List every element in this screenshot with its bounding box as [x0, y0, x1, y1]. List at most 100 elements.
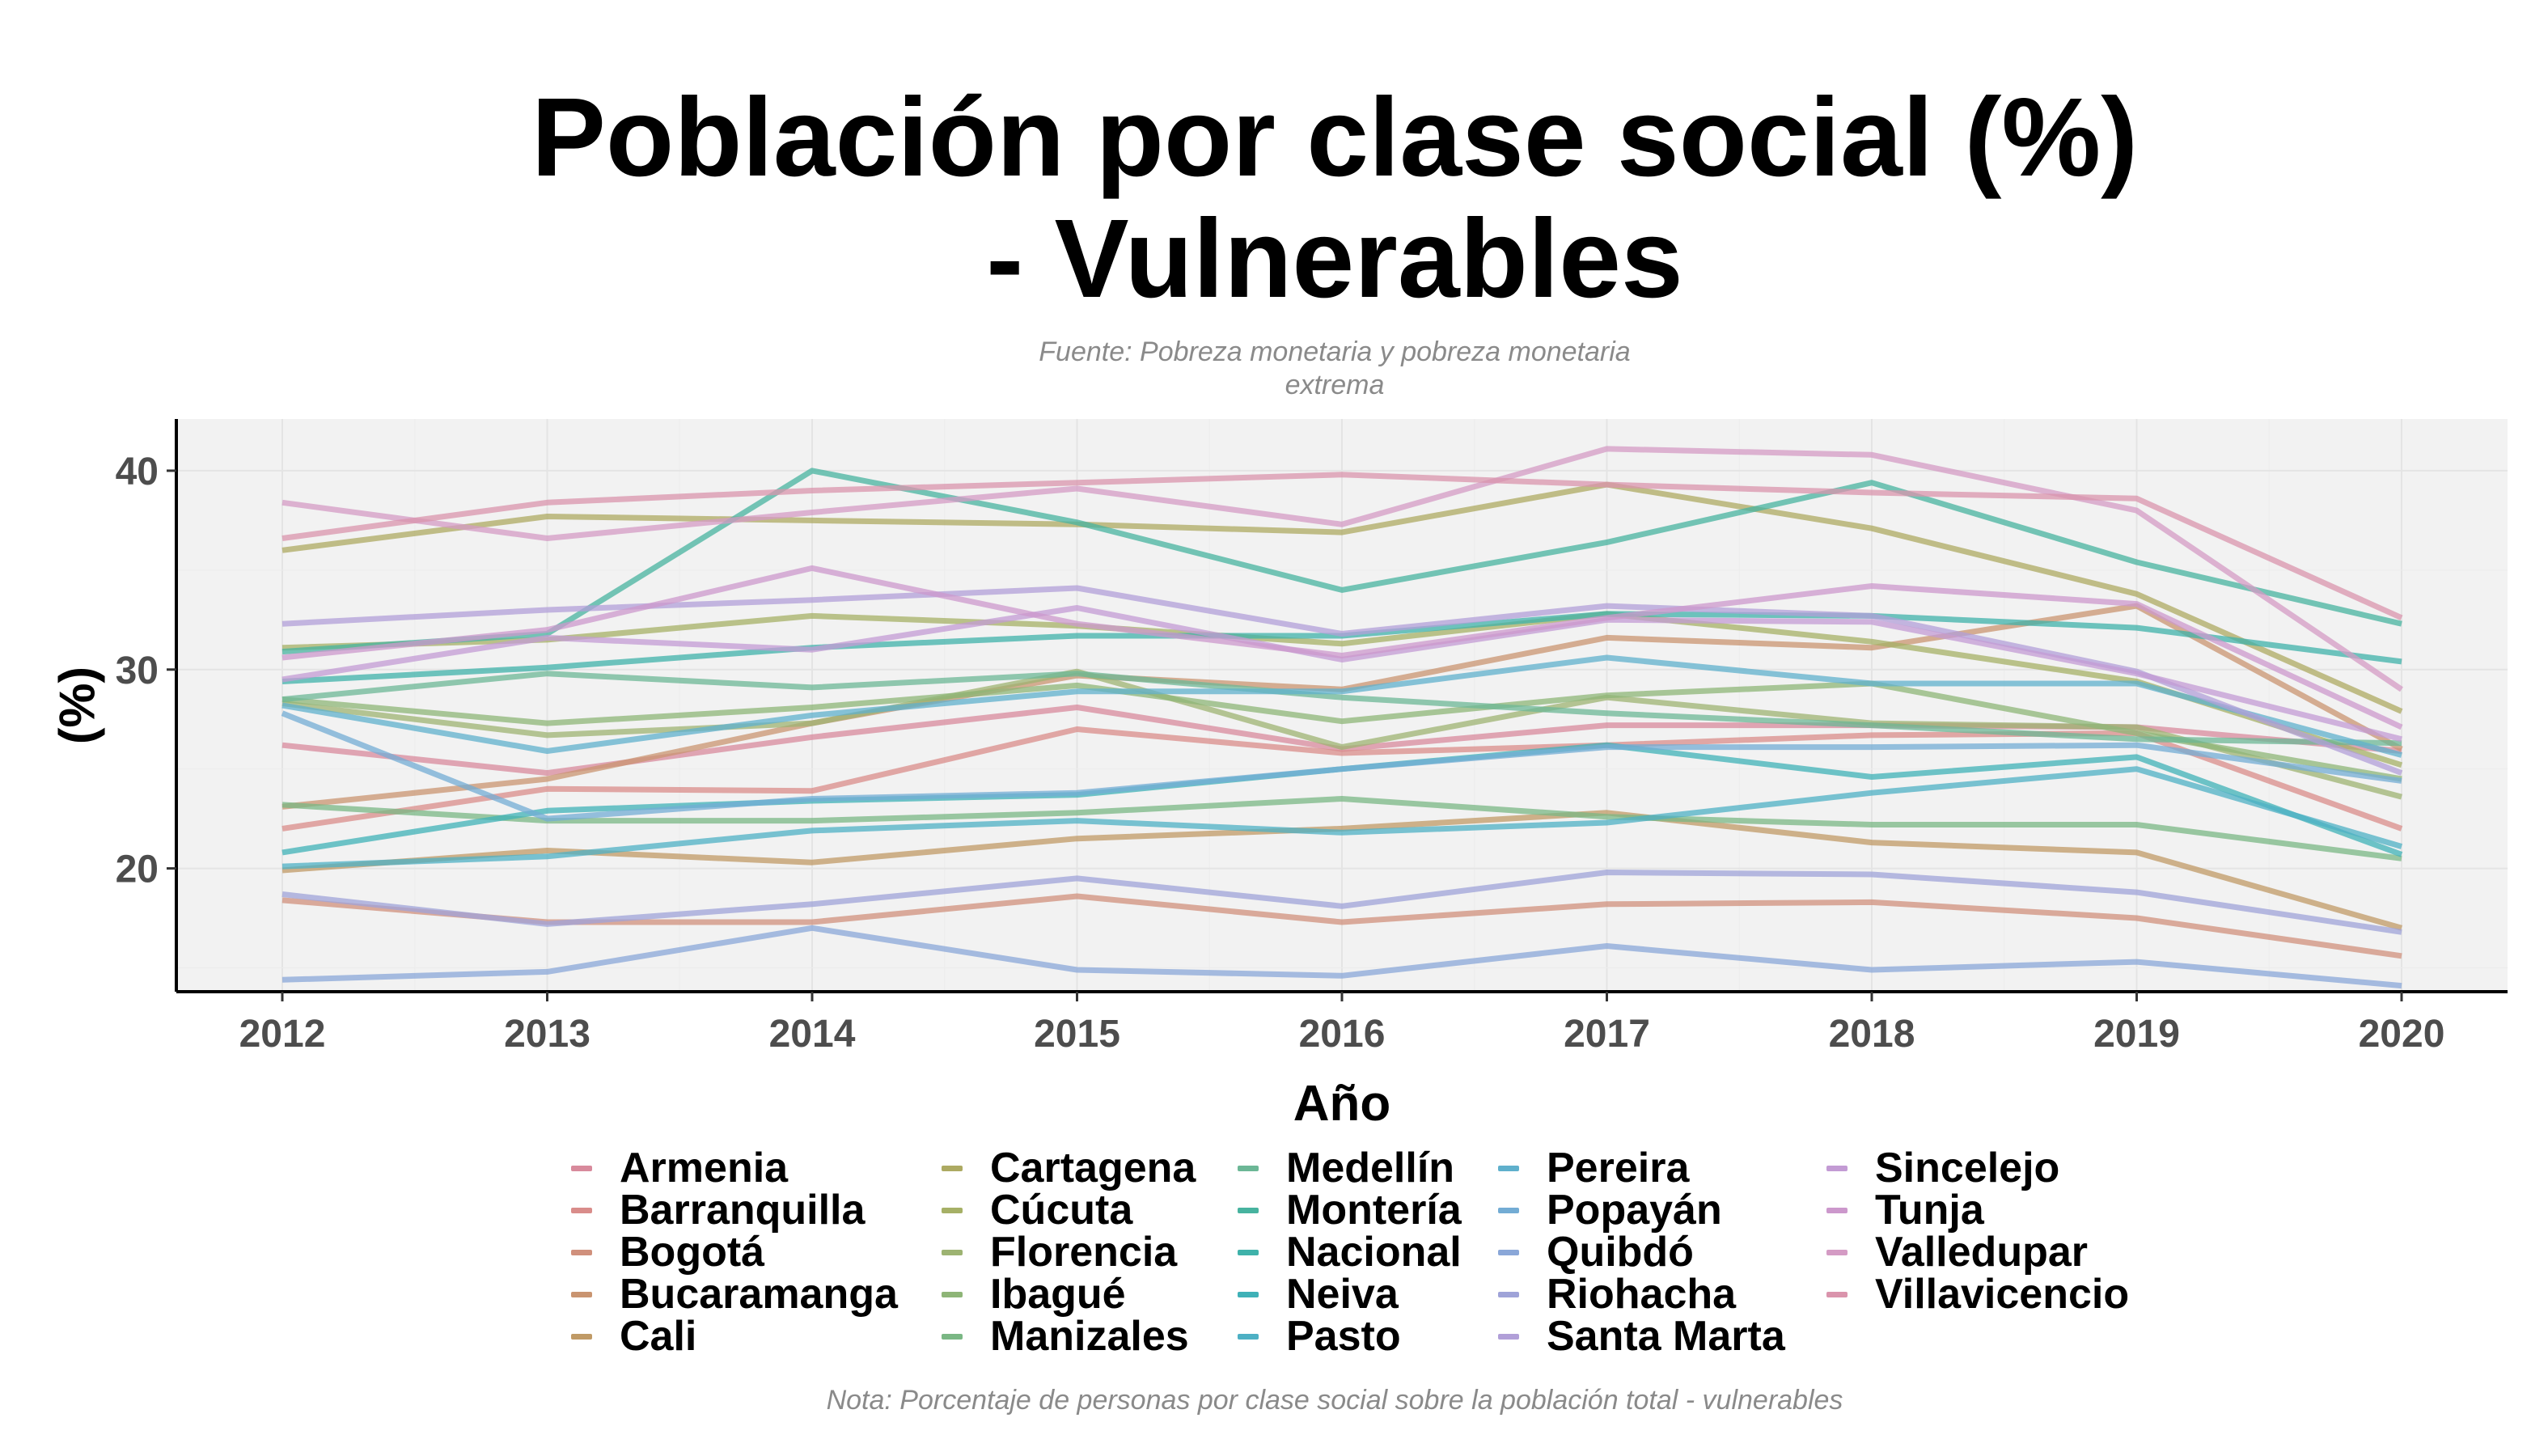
x-axis-title: Año — [1293, 1076, 1391, 1132]
legend-label: Tunja — [1875, 1187, 1984, 1234]
y-tick-label: 20 — [116, 849, 159, 891]
chart-subtitle: Fuente: Pobreza monetaria y pobreza mone… — [1039, 336, 1631, 400]
legend-label: Villavicencio — [1875, 1271, 2130, 1318]
legend-item-medellin: Medellín — [1238, 1147, 1454, 1189]
legend-item-cucuta: Cúcuta — [942, 1189, 1132, 1231]
legend-key — [1498, 1207, 1519, 1213]
legend-label: Popayán — [1547, 1187, 1722, 1234]
legend-label: Cali — [620, 1313, 697, 1360]
y-tick-label: 30 — [116, 650, 159, 692]
series-line-pasto — [281, 766, 2402, 870]
series-line-bogota — [281, 893, 2402, 959]
legend-key — [571, 1207, 592, 1213]
series-lines — [281, 446, 2403, 989]
legend-item-santa-marta: Santa Marta — [1498, 1315, 1785, 1357]
legend-key — [1498, 1165, 1519, 1171]
legend-item-armenia: Armenia — [571, 1147, 788, 1189]
x-tick-label: 2013 — [504, 1013, 590, 1056]
legend-label: Cartagena — [990, 1145, 1196, 1191]
legend-label: Santa Marta — [1547, 1313, 1785, 1360]
legend-label: Medellín — [1286, 1145, 1455, 1191]
legend-key — [1238, 1333, 1259, 1340]
series-line-cartagena — [281, 481, 2403, 714]
series-line-monteria — [281, 468, 2402, 655]
legend-item-florencia: Florencia — [942, 1231, 1177, 1273]
y-tick-label: 40 — [116, 451, 159, 493]
legend-item-sincelejo: Sincelejo — [1826, 1147, 2059, 1189]
series-line-quibdo — [281, 925, 2402, 989]
legend-item-bogota: Bogotá — [571, 1231, 764, 1273]
legend-label: Pasto — [1286, 1313, 1401, 1360]
series-line-tunja — [281, 565, 2403, 730]
legend-key — [942, 1165, 963, 1171]
series-line-riohacha — [281, 870, 2402, 935]
legend-key — [571, 1333, 592, 1340]
legend-key — [1826, 1291, 1848, 1297]
x-tick-label: 2019 — [2093, 1013, 2180, 1056]
series-line-cali — [281, 810, 2402, 931]
legend-label: Ibagué — [990, 1271, 1126, 1318]
legend-key — [1238, 1291, 1259, 1297]
legend-label: Valledupar — [1875, 1229, 2088, 1276]
legend-key — [942, 1207, 963, 1213]
series-line-florencia — [281, 668, 2402, 800]
legend-item-villavicencio: Villavicencio — [1826, 1273, 2129, 1315]
legend-item-valledupar: Valledupar — [1826, 1231, 2088, 1273]
legend-item-pasto: Pasto — [1238, 1315, 1401, 1357]
legend-key — [1498, 1249, 1519, 1255]
x-tick-label: 2017 — [1564, 1013, 1650, 1056]
legend-key — [942, 1249, 963, 1255]
legend-key — [571, 1291, 592, 1297]
legend-label: Armenia — [620, 1145, 789, 1191]
legend-key — [1238, 1207, 1259, 1213]
legend-label: Florencia — [990, 1229, 1178, 1276]
legend-item-quibdo: Quibdó — [1498, 1231, 1694, 1273]
series-line-sincelejo — [281, 605, 2402, 743]
series-line-cucuta — [281, 611, 2403, 768]
legend-label: Neiva — [1286, 1271, 1399, 1318]
axis-ticks: 2012 2013 2014 2015 2016 2017 2018 2019 20202030… — [116, 451, 2445, 1056]
legend-key — [1498, 1291, 1519, 1297]
series-line-valledupar — [281, 446, 2403, 692]
legend-item-cartagena: Cartagena — [942, 1147, 1196, 1189]
x-tick-label: 2016 — [1299, 1013, 1386, 1056]
legend-item-pereira: Pereira — [1498, 1147, 1689, 1189]
legend-item-monteria: Montería — [1238, 1189, 1462, 1231]
legend-label: Montería — [1286, 1187, 1462, 1234]
legend-label: Riohacha — [1547, 1271, 1737, 1318]
legend-key — [1826, 1249, 1848, 1255]
legend-label: Manizales — [990, 1313, 1189, 1360]
legend-key — [1498, 1333, 1519, 1340]
legend-key — [942, 1291, 963, 1297]
legend-item-nacional: Nacional — [1238, 1231, 1462, 1273]
legend-key — [571, 1249, 592, 1255]
legend-key — [1238, 1165, 1259, 1171]
legend-item-popayan: Popayán — [1498, 1189, 1722, 1231]
legend-item-bucaramanga: Bucaramanga — [571, 1273, 898, 1315]
series-line-medellin — [281, 671, 2402, 747]
legend-label: Cúcuta — [990, 1187, 1133, 1234]
legend-item-riohacha: Riohacha — [1498, 1273, 1736, 1315]
legend-label: Barranquilla — [620, 1187, 866, 1234]
legend-label: Bogotá — [620, 1229, 765, 1276]
legend-label: Nacional — [1286, 1229, 1462, 1276]
chart-caption: Nota: Porcentaje de personas por clase s… — [826, 1385, 1843, 1416]
series-line-pereira — [281, 654, 2402, 758]
legend-item-barranquilla: Barranquilla — [571, 1189, 865, 1231]
x-tick-label: 2018 — [1829, 1013, 1915, 1056]
series-line-ibague — [281, 680, 2402, 782]
legend-label: Sincelejo — [1875, 1145, 2060, 1191]
x-tick-label: 2014 — [769, 1013, 856, 1056]
legend-key — [1826, 1207, 1848, 1213]
x-tick-label: 2020 — [2359, 1013, 2445, 1056]
series-line-villavicencio — [281, 472, 2403, 620]
legend-label: Quibdó — [1547, 1229, 1694, 1276]
legend-item-neiva: Neiva — [1238, 1273, 1399, 1315]
series-line-manizales — [281, 796, 2402, 861]
legend-item-tunja: Tunja — [1826, 1189, 1984, 1231]
legend-item-manizales: Manizales — [942, 1315, 1189, 1357]
legend-item-ibague: Ibagué — [942, 1273, 1126, 1315]
legend-key — [571, 1165, 592, 1171]
x-tick-label: 2012 — [239, 1013, 326, 1056]
